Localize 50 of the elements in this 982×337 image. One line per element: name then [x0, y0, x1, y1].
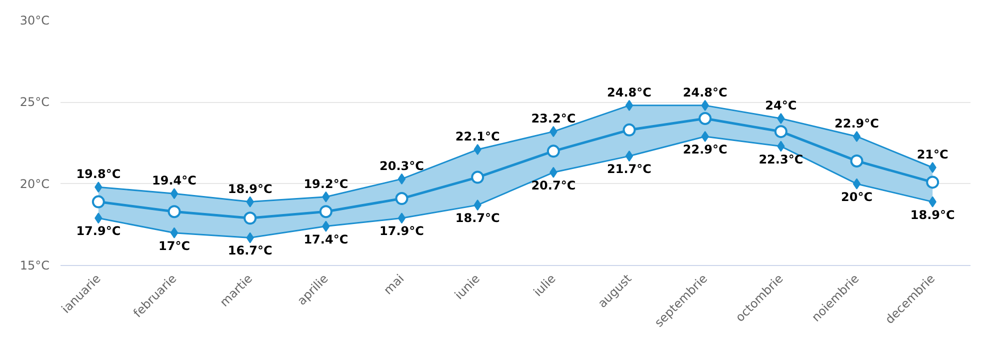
- point: [852, 130, 861, 142]
- point: [398, 212, 406, 224]
- data-label: 21.7°C: [607, 162, 652, 176]
- point: [625, 150, 634, 162]
- point: [92, 195, 105, 208]
- data-label: 16.7°C: [228, 244, 272, 258]
- point: [926, 176, 940, 189]
- point: [852, 178, 861, 190]
- point: [471, 170, 484, 184]
- data-label: 18.7°C: [455, 211, 500, 226]
- data-label: 22.9°C: [682, 142, 728, 156]
- data-label: 20°C: [840, 190, 873, 204]
- data-label: 24°C: [765, 98, 797, 112]
- point: [625, 100, 634, 111]
- y-tick-label: 15°C: [20, 258, 50, 272]
- data-label: 23.2°C: [531, 112, 576, 126]
- data-label: 22.9°C: [834, 116, 880, 130]
- data-label: 17.9°C: [380, 224, 424, 238]
- data-label: 21°C: [916, 148, 949, 162]
- data-label: 22.3°C: [758, 152, 804, 166]
- data-label: 17.4°C: [304, 232, 348, 246]
- data-label: 20.7°C: [531, 178, 576, 192]
- y-tick-label: 20°C: [20, 176, 50, 191]
- data-label: 19.2°C: [304, 176, 348, 191]
- point: [777, 113, 785, 124]
- point: [395, 192, 408, 206]
- data-label: 20.3°C: [380, 158, 424, 173]
- point: [850, 154, 864, 168]
- data-label: 18.9°C: [910, 208, 955, 222]
- data-label: 18.9°C: [228, 182, 272, 196]
- data-label: 19.8°C: [76, 167, 121, 182]
- y-tick-label: 30°C: [20, 14, 50, 28]
- point: [319, 205, 332, 218]
- point: [170, 227, 178, 238]
- point: [170, 188, 178, 200]
- point: [774, 125, 788, 138]
- data-label: 19.4°C: [152, 174, 197, 188]
- data-label: 24.8°C: [682, 85, 728, 100]
- point: [398, 173, 406, 184]
- point: [622, 123, 636, 136]
- point: [698, 112, 712, 125]
- point: [244, 212, 257, 225]
- data-label: 24.8°C: [607, 85, 652, 100]
- data-label: 22.1°C: [455, 130, 500, 144]
- point: [928, 162, 936, 173]
- data-label: 17°C: [158, 238, 190, 253]
- point: [168, 205, 181, 218]
- point: [546, 144, 560, 158]
- y-tick-label: 25°C: [20, 95, 50, 110]
- data-label: 17.9°C: [76, 224, 121, 238]
